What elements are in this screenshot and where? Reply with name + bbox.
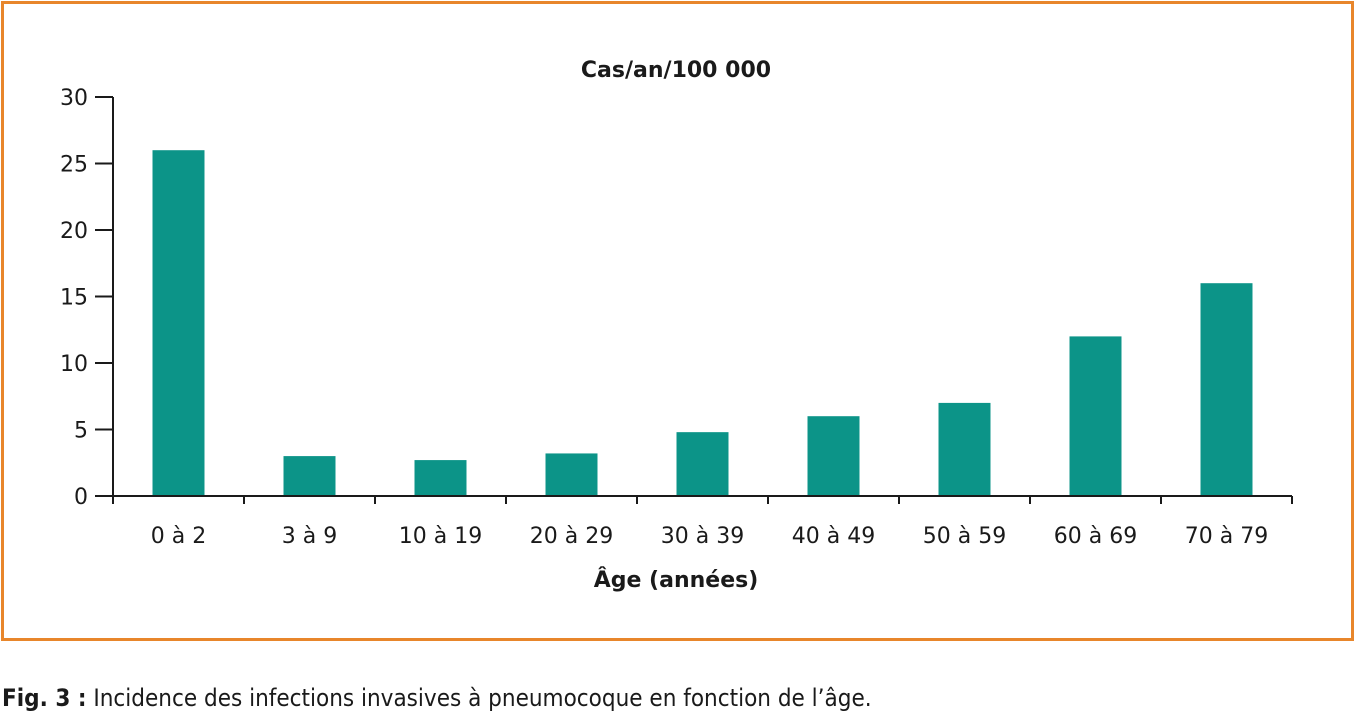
x-tick-label-1: 0 à 2 [151, 524, 206, 549]
bar-3 [414, 460, 467, 496]
y-axis-title: Cas/an/100 000 [581, 58, 771, 83]
x-tick-label-7: 50 à 59 [923, 524, 1006, 549]
y-tick-label-20: 20 [60, 219, 88, 244]
x-axis-title: Âge (années) [594, 567, 759, 593]
y-tick-label-15: 15 [60, 286, 88, 311]
bar-2 [283, 456, 336, 496]
bars-group [152, 150, 1253, 496]
figure-caption: Fig. 3 : Incidence des infections invasi… [2, 684, 872, 712]
bar-7 [938, 402, 991, 496]
y-tick-label-5: 5 [74, 419, 88, 444]
y-tick-label-10: 10 [60, 352, 88, 377]
y-tick-label-25: 25 [60, 153, 88, 178]
y-tick-label-30: 30 [60, 86, 88, 111]
caption-label: Fig. 3 : [2, 684, 87, 712]
y-tick-label-0: 0 [74, 485, 88, 510]
x-tick-label-8: 60 à 69 [1054, 524, 1137, 549]
caption-text: Incidence des infections invasives à pne… [86, 684, 872, 712]
bar-5 [676, 432, 729, 496]
bar-chart: Cas/an/100 000 0 5 10 15 20 25 30 0 à 2 3 à 9 10 … [60, 58, 1293, 593]
figure-frame [1, 1, 1354, 641]
bar-9 [1200, 283, 1253, 496]
bar-4 [545, 453, 598, 496]
x-tick-label-3: 10 à 19 [399, 524, 482, 549]
x-tick-label-4: 20 à 29 [530, 524, 613, 549]
x-tick-label-9: 70 à 79 [1185, 524, 1268, 549]
axes-group: 0 5 10 15 20 25 30 0 à 2 3 à 9 10 à 19 20 à 29 30 à… [60, 86, 1293, 549]
x-tick-label-2: 3 à 9 [282, 524, 337, 549]
bar-1 [152, 150, 205, 496]
bar-6 [807, 416, 860, 496]
bar-8 [1069, 336, 1122, 496]
x-tick-label-5: 30 à 39 [661, 524, 744, 549]
x-tick-label-6: 40 à 49 [792, 524, 875, 549]
